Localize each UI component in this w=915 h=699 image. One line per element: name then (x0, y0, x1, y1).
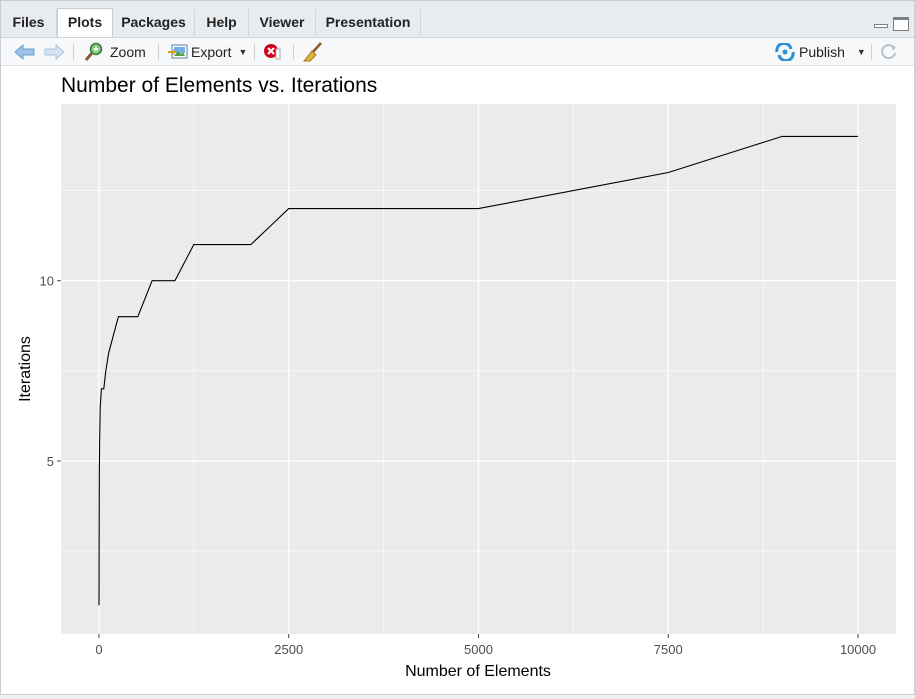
tab-viewer[interactable]: Viewer (249, 9, 316, 36)
refresh-icon (881, 43, 896, 59)
axis-ticks: 0 2500 5000 7500 10000 5 10 (40, 274, 877, 657)
broom-icon (303, 41, 322, 61)
arrow-left-icon (14, 43, 35, 60)
plot-viewer: Number of Elements vs. Iterations 0 2500 5… (1, 66, 914, 694)
magnifier-icon (84, 42, 103, 61)
publish-label: Publish (799, 43, 845, 60)
chart-title: Number of Elements vs. Iterations (61, 74, 377, 97)
publish-button[interactable]: Publish ▼ (775, 38, 866, 65)
arrow-right-icon (44, 43, 65, 60)
chevron-down-icon: ▼ (238, 46, 248, 57)
publish-icon (775, 42, 795, 61)
tab-presentation[interactable]: Presentation (316, 9, 421, 36)
zoom-label: Zoom (110, 43, 146, 60)
export-image-icon (168, 44, 188, 58)
tab-bar: Files Plots Packages Help Viewer Present… (1, 1, 914, 38)
export-button[interactable]: Export ▼ (168, 38, 247, 65)
tab-packages[interactable]: Packages (113, 9, 195, 36)
line-chart: Number of Elements vs. Iterations 0 2500 5… (17, 74, 896, 680)
plots-toolbar: Zoom Export ▼ Publish ▼ (1, 38, 914, 66)
y-tick-label: 10 (40, 274, 54, 289)
y-axis-label: Iterations (17, 336, 34, 402)
tab-help[interactable]: Help (195, 9, 249, 36)
back-button[interactable] (14, 38, 36, 65)
refresh-button[interactable] (880, 38, 898, 65)
grid-lines (61, 104, 896, 634)
x-axis-label: Number of Elements (405, 663, 551, 680)
y-tick-label: 5 (47, 454, 54, 469)
maximize-icon[interactable] (893, 17, 909, 31)
series-line (98, 135, 858, 606)
remove-plot-button[interactable] (263, 38, 281, 65)
zoom-button[interactable]: Zoom (84, 38, 146, 65)
minimize-icon[interactable] (874, 24, 888, 28)
x-tick-label: 10000 (840, 642, 876, 657)
tab-plots[interactable]: Plots (57, 8, 113, 37)
x-tick-label: 2500 (274, 642, 303, 657)
chevron-down-icon[interactable]: ▼ (856, 46, 866, 57)
x-tick-label: 5000 (464, 642, 493, 657)
tab-files[interactable]: Files (1, 9, 57, 36)
x-tick-label: 7500 (654, 642, 683, 657)
clear-plots-button[interactable] (303, 38, 323, 65)
x-tick-label: 0 (95, 642, 102, 657)
forward-button[interactable] (43, 38, 65, 65)
remove-plot-icon (264, 43, 281, 59)
export-label: Export (191, 43, 232, 60)
